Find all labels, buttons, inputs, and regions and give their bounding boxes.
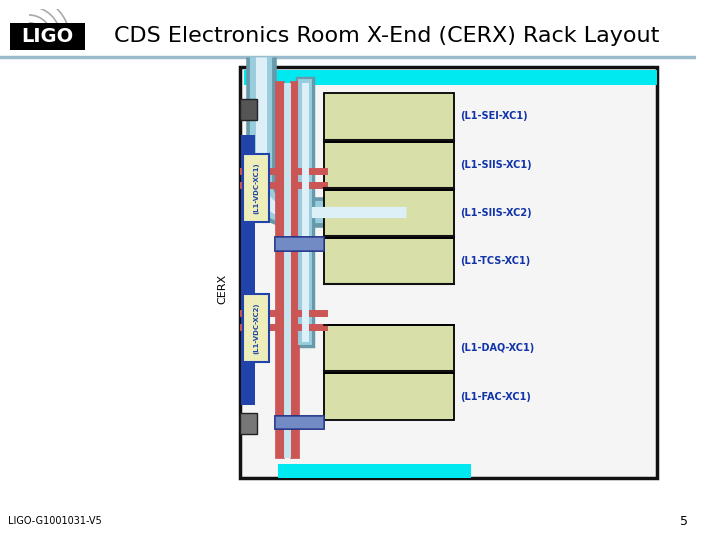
Text: (L1-VDC-XC2): (L1-VDC-XC2) bbox=[253, 302, 259, 354]
Text: LIGO-G1001031-V5: LIGO-G1001031-V5 bbox=[8, 516, 102, 526]
Text: (L1-DAQ-XC1): (L1-DAQ-XC1) bbox=[460, 343, 534, 353]
Bar bbox=[323, 93, 454, 140]
Bar bbox=[244, 70, 604, 85]
Text: (L1-SIIS-XC2): (L1-SIIS-XC2) bbox=[460, 208, 531, 218]
Bar bbox=[275, 416, 323, 429]
Bar bbox=[240, 99, 257, 120]
Bar bbox=[278, 464, 472, 478]
Bar bbox=[599, 70, 657, 85]
Bar bbox=[323, 238, 454, 285]
Bar bbox=[240, 413, 257, 434]
Text: (L1-SEI-XC1): (L1-SEI-XC1) bbox=[460, 111, 528, 122]
Bar bbox=[243, 154, 269, 222]
Text: LIGO: LIGO bbox=[21, 27, 73, 46]
Bar bbox=[323, 373, 454, 420]
Text: CDS Electronics Room X-End (CERX) Rack Layout: CDS Electronics Room X-End (CERX) Rack L… bbox=[114, 26, 659, 46]
Text: (L1-SIIS-XC1): (L1-SIIS-XC1) bbox=[460, 160, 531, 170]
Bar bbox=[323, 141, 454, 188]
Text: (L1-VDC-XC1): (L1-VDC-XC1) bbox=[253, 162, 259, 214]
Bar bbox=[9, 23, 85, 50]
Bar bbox=[275, 237, 323, 251]
Bar bbox=[243, 294, 269, 362]
Bar bbox=[323, 190, 454, 236]
Bar bbox=[275, 237, 323, 251]
Text: CERX: CERX bbox=[217, 274, 228, 305]
Text: (L1-TCS-XC1): (L1-TCS-XC1) bbox=[460, 256, 530, 266]
Bar bbox=[323, 325, 454, 372]
Text: 5: 5 bbox=[680, 515, 688, 528]
Bar bbox=[275, 416, 323, 429]
Bar bbox=[240, 67, 657, 478]
Bar bbox=[241, 135, 255, 405]
Text: (L1-FAC-XC1): (L1-FAC-XC1) bbox=[460, 392, 531, 402]
